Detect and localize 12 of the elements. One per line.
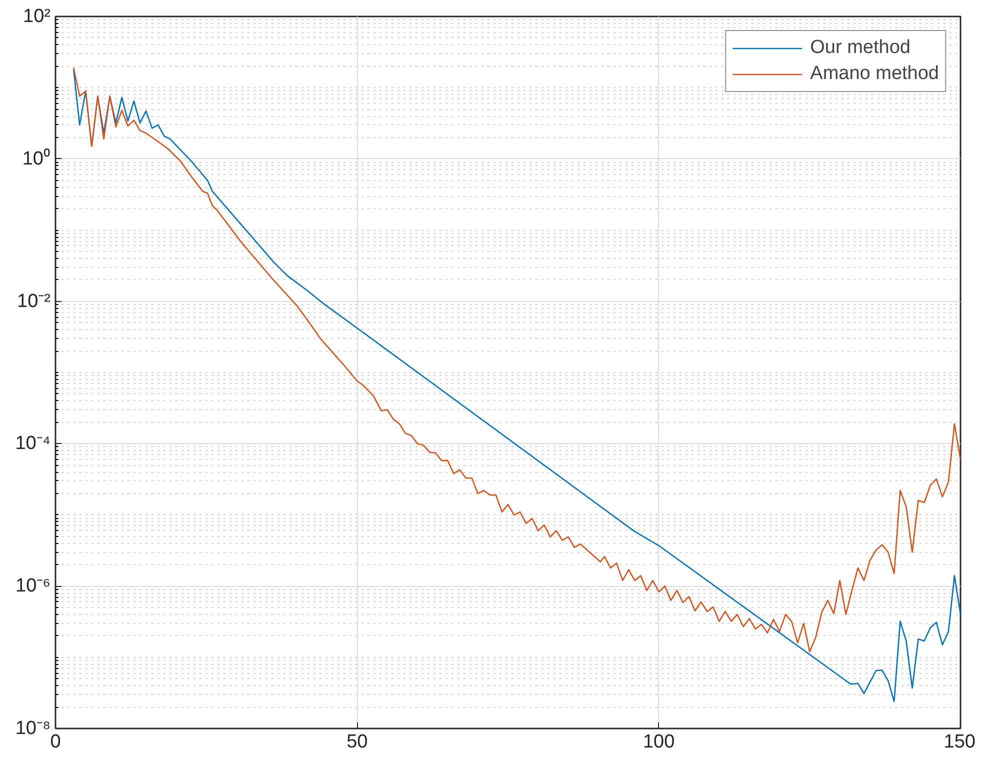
x-tick-label: 150 [944,732,976,752]
x-tick-label: 50 [346,732,368,752]
y-tick-label: 10⁰ [22,147,51,170]
y-tick-label: 10² [23,6,51,27]
x-tick-label: 0 [50,732,61,752]
y-tick-label: 10⁻⁴ [15,433,51,454]
y-tick-label: 10⁻⁶ [16,576,51,597]
legend-label: Our method [810,37,910,59]
legend-label: Amano method [810,63,939,85]
y-tick-label: 10⁻² [17,290,51,312]
x-tick-label: 100 [642,732,675,752]
y-tick-label: 10⁻⁸ [15,718,51,739]
